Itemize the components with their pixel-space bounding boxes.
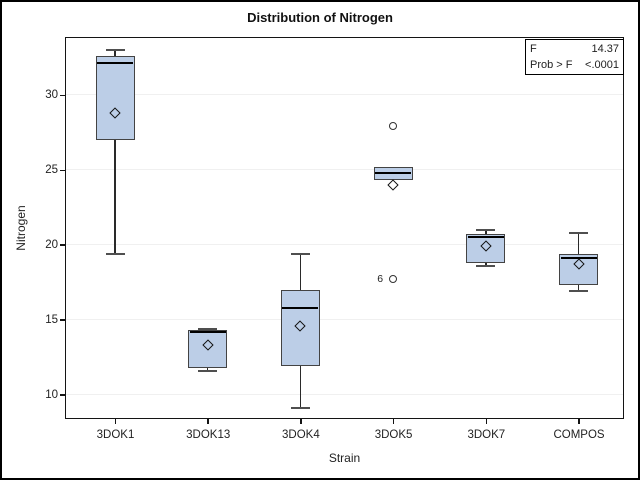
stat-value-f: 14.37 <box>591 43 619 55</box>
lower-whisker-cap <box>569 290 588 293</box>
upper-whisker-cap <box>198 327 218 330</box>
upper-whisker <box>485 229 487 235</box>
stats-row-prob: Prob > F <.0001 <box>526 57 623 73</box>
y-tick-label: 15 <box>45 314 58 327</box>
median-line <box>560 257 597 260</box>
stats-inset: F 14.37 Prob > F <.0001 <box>525 39 624 75</box>
lower-whisker-cap <box>290 407 310 409</box>
x-axis-tick <box>300 419 302 424</box>
y-tick-label: 20 <box>45 239 58 252</box>
box-3dok4 <box>280 289 320 367</box>
x-axis-tick <box>114 419 117 424</box>
gridline <box>66 319 623 321</box>
upper-whisker-cap <box>105 48 125 51</box>
stats-row-f: F 14.37 <box>526 41 623 57</box>
lower-whisker <box>485 262 487 266</box>
box-3dok1 <box>95 55 135 140</box>
x-tick-label: 3DOK13 <box>186 429 231 441</box>
x-axis-tick <box>578 419 580 424</box>
median-line <box>282 306 319 309</box>
outlier-circle-marker <box>389 122 398 131</box>
lower-whisker <box>206 367 209 371</box>
stat-label-f: F <box>530 43 537 55</box>
x-tick-label: 3DOK7 <box>467 429 506 441</box>
gridline <box>66 169 623 171</box>
chart-title: Distribution of Nitrogen <box>247 10 393 25</box>
median-line <box>189 330 226 333</box>
lower-whisker-cap <box>476 264 496 267</box>
y-axis-tick <box>60 169 65 172</box>
y-axis-tick <box>60 244 65 246</box>
upper-whisker-cap <box>569 231 588 234</box>
y-axis-tick <box>60 394 65 396</box>
upper-whisker <box>299 253 302 290</box>
upper-whisker-cap <box>290 252 310 255</box>
box-3dok7 <box>466 234 506 263</box>
y-axis-tick <box>60 319 65 321</box>
plot-area: 6 <box>65 37 624 419</box>
upper-whisker <box>577 232 580 254</box>
x-tick-label: 3DOK4 <box>282 429 320 441</box>
stat-value-prob: <.0001 <box>585 59 619 71</box>
median-line <box>467 236 504 239</box>
x-axis-title: Strain <box>328 451 361 465</box>
lower-whisker-cap <box>105 252 125 255</box>
median-line <box>97 62 133 65</box>
x-tick-label: COMPOS <box>553 429 605 441</box>
upper-whisker-cap <box>476 228 496 231</box>
stat-label-prob: Prob > F <box>530 59 573 71</box>
x-tick-label: 3DOK5 <box>374 429 413 441</box>
outlier-label: 6 <box>377 273 384 286</box>
median-line <box>375 171 412 174</box>
lower-whisker <box>577 285 580 292</box>
y-tick-label: 10 <box>45 389 58 402</box>
y-tick-label: 25 <box>45 164 58 177</box>
lower-whisker <box>114 139 116 254</box>
y-axis-tick <box>60 94 65 97</box>
mean-diamond-marker <box>387 179 399 191</box>
gridline <box>66 94 623 96</box>
x-axis-tick <box>392 419 395 424</box>
lower-whisker-cap <box>198 369 218 372</box>
x-tick-label: 3DOK1 <box>96 429 135 441</box>
y-axis-title: Nitrogen <box>14 205 28 251</box>
gridline <box>66 244 623 246</box>
x-axis-tick <box>485 419 488 424</box>
gridline <box>66 394 623 396</box>
lower-whisker <box>299 366 302 408</box>
y-tick-label: 30 <box>45 89 58 102</box>
upper-whisker <box>114 49 116 56</box>
x-axis-tick <box>207 419 209 424</box>
outlier-circle-marker <box>389 275 398 284</box>
